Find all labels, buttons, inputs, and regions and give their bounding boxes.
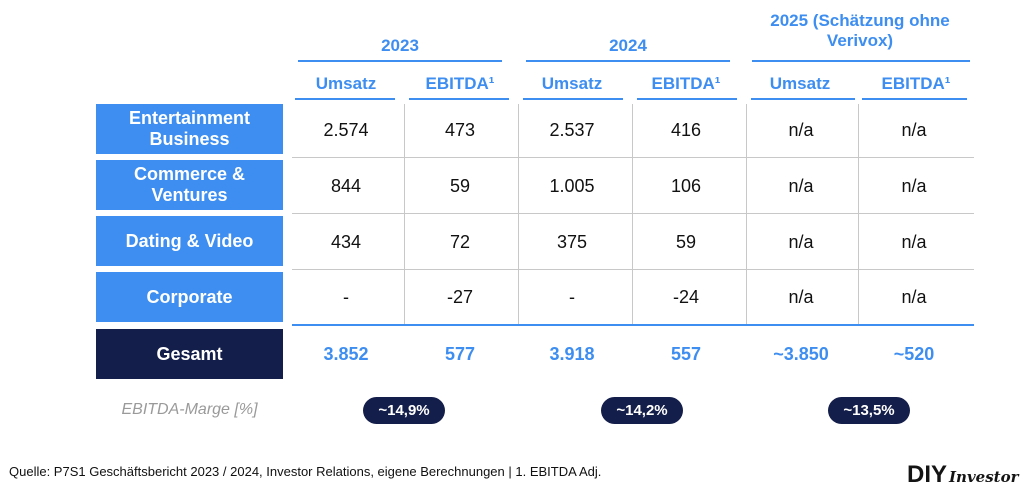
margin-badge-2023: ~14,9% — [363, 397, 445, 424]
total-cell: 3.852 — [323, 344, 369, 364]
subheader-underline — [409, 98, 509, 100]
subheader-ebitda-2024: EBITDA¹ — [651, 74, 721, 93]
subheader-underline — [523, 98, 623, 100]
total-divider — [292, 324, 974, 326]
table-cell: - — [343, 287, 349, 307]
column-separator — [632, 104, 633, 324]
row-divider — [292, 213, 974, 214]
table-cell: n/a — [788, 232, 814, 252]
year-underline-2025 — [752, 60, 970, 62]
table-cell: 375 — [556, 232, 588, 252]
logo-secondary: Investor — [949, 468, 1019, 486]
row-label-commerce: Commerce & Ventures — [96, 160, 283, 210]
column-separator — [746, 104, 747, 324]
table-cell: 844 — [330, 176, 362, 196]
subheader-umsatz-2024: Umsatz — [541, 74, 603, 93]
row-divider — [292, 157, 974, 158]
table-cell: n/a — [901, 120, 927, 140]
total-cell: ~3.850 — [773, 344, 829, 364]
table-cell: 473 — [444, 120, 476, 140]
total-cell: ~520 — [893, 344, 935, 364]
table-cell: n/a — [788, 287, 814, 307]
subheader-underline — [862, 98, 967, 100]
subheader-umsatz-2023: Umsatz — [315, 74, 377, 93]
table-cell: n/a — [788, 120, 814, 140]
year-header-2025: 2025 (Schätzung ohne Verivox) — [770, 11, 950, 50]
year-underline-2023 — [298, 60, 502, 62]
subheader-ebitda-2025: EBITDA¹ — [881, 74, 951, 93]
subheader-ebitda-2023: EBITDA¹ — [425, 74, 495, 93]
ebitda-margin-label: EBITDA-Marge [%] — [121, 401, 258, 418]
table-cell: 434 — [330, 232, 362, 252]
table-cell: -24 — [672, 287, 699, 307]
table-cell: 416 — [670, 120, 702, 140]
row-label-total: Gesamt — [96, 329, 283, 379]
row-label-corporate: Corporate — [96, 272, 283, 322]
total-cell: 577 — [444, 344, 476, 364]
margin-badge-2025: ~13,5% — [828, 397, 910, 424]
total-cell: 3.918 — [549, 344, 595, 364]
total-cell: 557 — [670, 344, 702, 364]
table-cell: 59 — [675, 232, 697, 252]
year-header-2024: 2024 — [609, 36, 647, 55]
table-cell: - — [569, 287, 575, 307]
table-cell: n/a — [901, 232, 927, 252]
subheader-underline — [637, 98, 737, 100]
table-cell: 1.005 — [549, 176, 595, 196]
column-separator — [404, 104, 405, 324]
table-cell: n/a — [901, 287, 927, 307]
source-note: Quelle: P7S1 Geschäftsbericht 2023 / 202… — [9, 464, 602, 479]
row-label-entertainment: Entertainment Business — [96, 104, 283, 154]
table-cell: -27 — [446, 287, 473, 307]
table-cell: 2.574 — [323, 120, 369, 140]
table-cell: n/a — [901, 176, 927, 196]
table-cell: 72 — [449, 232, 471, 252]
year-underline-2024 — [526, 60, 730, 62]
subheader-underline — [751, 98, 855, 100]
table-cell: n/a — [788, 176, 814, 196]
diy-investor-logo: DIY Investor — [907, 461, 1018, 489]
row-divider — [292, 269, 974, 270]
table-cell: 2.537 — [549, 120, 595, 140]
subheader-umsatz-2025: Umsatz — [769, 74, 831, 93]
row-label-dating: Dating & Video — [96, 216, 283, 266]
table-cell: 106 — [670, 176, 702, 196]
column-separator — [858, 104, 859, 324]
subheader-underline — [295, 98, 395, 100]
column-separator — [518, 104, 519, 324]
margin-badge-2024: ~14,2% — [601, 397, 683, 424]
table-cell: 59 — [449, 176, 471, 196]
logo-primary: DIY — [907, 461, 948, 488]
year-header-2023: 2023 — [381, 36, 419, 55]
